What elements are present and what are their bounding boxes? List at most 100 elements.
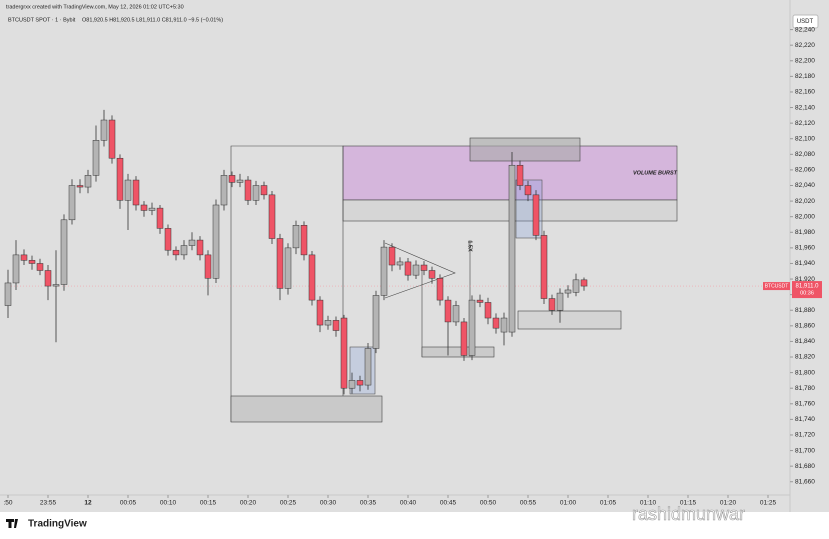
candle-body — [404, 261, 412, 276]
candle-body — [252, 185, 260, 201]
candle-body — [228, 175, 236, 183]
candle-body — [108, 119, 116, 159]
y-tick-label: 81,960 — [795, 245, 815, 252]
candle-body — [268, 194, 276, 239]
candle-body — [196, 239, 204, 256]
candle-body — [76, 185, 84, 188]
x-tick-label: 00:10 — [160, 500, 177, 507]
supply-box — [469, 137, 581, 162]
y-tick-label: 82,140 — [795, 104, 815, 111]
x-tick-label: 01:10 — [640, 500, 657, 507]
candle-body — [36, 263, 44, 271]
candle-body — [572, 279, 580, 293]
candle-body — [292, 225, 300, 249]
countdown: 00:36 — [800, 291, 814, 297]
candle-body — [564, 289, 572, 294]
y-tick-label: 81,780 — [795, 385, 815, 392]
candle-body — [396, 261, 404, 266]
y-tick-label: 82,200 — [795, 57, 815, 64]
x-tick-label: 00:40 — [400, 500, 417, 507]
candle-body — [204, 254, 212, 279]
x-tick-label: 00:50 — [480, 500, 497, 507]
y-tick-label: 81,760 — [795, 401, 815, 408]
candle-body — [348, 380, 356, 389]
candle-body — [244, 179, 252, 201]
y-tick-label: 82,220 — [795, 42, 815, 49]
candle-body — [428, 270, 436, 279]
y-tick-label: 82,020 — [795, 198, 815, 205]
logo-icon — [6, 519, 18, 528]
candle-body — [532, 194, 540, 236]
symbol: BTCUSDT SPOT · 1 · Bybit — [8, 17, 76, 23]
candle-body — [12, 254, 20, 284]
last-symbol: BTCUSDT — [765, 283, 789, 289]
candle-body — [284, 247, 292, 289]
y-tick-label: 82,080 — [795, 151, 815, 158]
candle-body — [188, 239, 196, 246]
candle-body — [412, 264, 420, 276]
candle-body — [356, 380, 364, 386]
gray-box — [517, 310, 622, 330]
chart-background — [0, 0, 829, 512]
x-tick-label: 00:55 — [520, 500, 537, 507]
y-tick-label: 81,660 — [795, 478, 815, 485]
candle-body — [100, 119, 108, 141]
x-tick-label: 00:30 — [320, 500, 337, 507]
x-tick-label: 01:25 — [760, 500, 777, 507]
candle-body — [132, 179, 140, 206]
footer-logo: TradingView — [28, 519, 87, 530]
x-tick-label: 00:25 — [280, 500, 297, 507]
candles — [4, 109, 588, 395]
candle-body — [300, 225, 308, 256]
triangle-pattern — [384, 242, 456, 299]
annotation: 1.5X — [467, 240, 473, 252]
candle-body — [124, 179, 132, 201]
candle-body — [116, 157, 124, 201]
candle-body — [220, 175, 228, 206]
x-tick-label: 23:55 — [40, 500, 57, 507]
currency[interactable]: USDT — [797, 19, 814, 25]
y-tick-label: 82,100 — [795, 135, 815, 142]
candle-body — [380, 246, 388, 296]
candle-body — [236, 179, 244, 183]
candle-body — [492, 317, 500, 329]
candle-body — [540, 235, 548, 299]
y-tick-label: 81,740 — [795, 416, 815, 423]
candle-body — [388, 246, 396, 266]
candle-body — [276, 238, 284, 289]
candle-body — [556, 292, 564, 311]
y-tick-label: 82,060 — [795, 167, 815, 174]
candle-body — [28, 260, 36, 264]
candle-body — [516, 164, 524, 186]
footer-background — [0, 512, 829, 539]
candle-body — [164, 228, 172, 251]
candle-body — [420, 264, 428, 271]
ohlc-text: O81,920.5 H81,920.5 L81,911.0 C81,911.0 … — [82, 17, 223, 23]
x-tick-label: 00:15 — [200, 500, 217, 507]
candle-body — [172, 249, 180, 256]
candle-body — [60, 219, 68, 285]
x-tick-label: 00:20 — [240, 500, 257, 507]
currency-box[interactable] — [792, 14, 819, 29]
candle-body — [156, 207, 164, 229]
candle-body — [460, 321, 468, 356]
x-tick-label: 01:00 — [560, 500, 577, 507]
candle-body — [500, 317, 508, 333]
candle-body — [340, 317, 348, 389]
y-tick-label: 81,980 — [795, 229, 815, 236]
annotation: VOLUME BURST — [633, 170, 678, 176]
x-tick-label: 01:15 — [680, 500, 697, 507]
last-price-label: 81,911.0 — [796, 284, 820, 290]
watermark: rashidmunwar — [632, 504, 745, 524]
candle-body — [468, 299, 476, 356]
x-tick-label: :50 — [3, 500, 12, 507]
demand-box — [230, 395, 383, 423]
y-tick-label: 82,180 — [795, 73, 815, 80]
x-tick-label: 00:05 — [120, 500, 137, 507]
y-tick-label: 81,720 — [795, 432, 815, 439]
candle-body — [260, 185, 268, 196]
candle-body — [524, 185, 532, 196]
candle-body — [316, 299, 324, 326]
y-tick-label: 81,880 — [795, 307, 815, 314]
